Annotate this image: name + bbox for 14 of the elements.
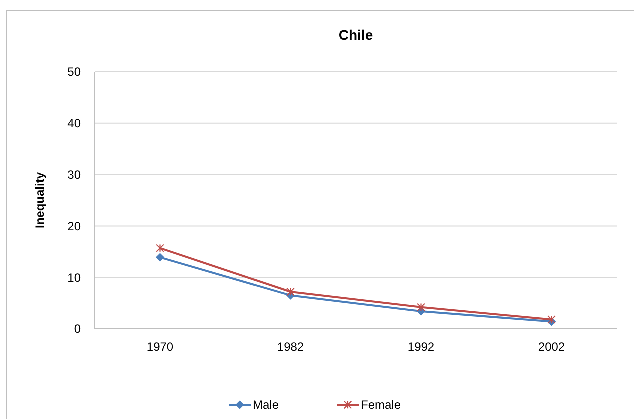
x-tick-label: 2002	[538, 340, 566, 354]
y-tick-label: 0	[74, 322, 82, 336]
y-tick-label: 10	[68, 270, 82, 285]
y-tick-label: 20	[68, 219, 82, 234]
x-tick-label: 1982	[277, 340, 304, 354]
y-tick-label: 50	[68, 65, 82, 80]
legend-label: Female	[361, 398, 402, 412]
y-tick-label: 40	[68, 116, 82, 131]
x-tick-label: 1992	[408, 340, 435, 354]
x-tick-label: 1970	[146, 340, 174, 354]
chart-title: Chile	[338, 27, 374, 43]
legend-label: Male	[253, 398, 280, 412]
y-axis-title: Inequality	[33, 172, 47, 229]
y-tick-label: 30	[68, 168, 82, 182]
